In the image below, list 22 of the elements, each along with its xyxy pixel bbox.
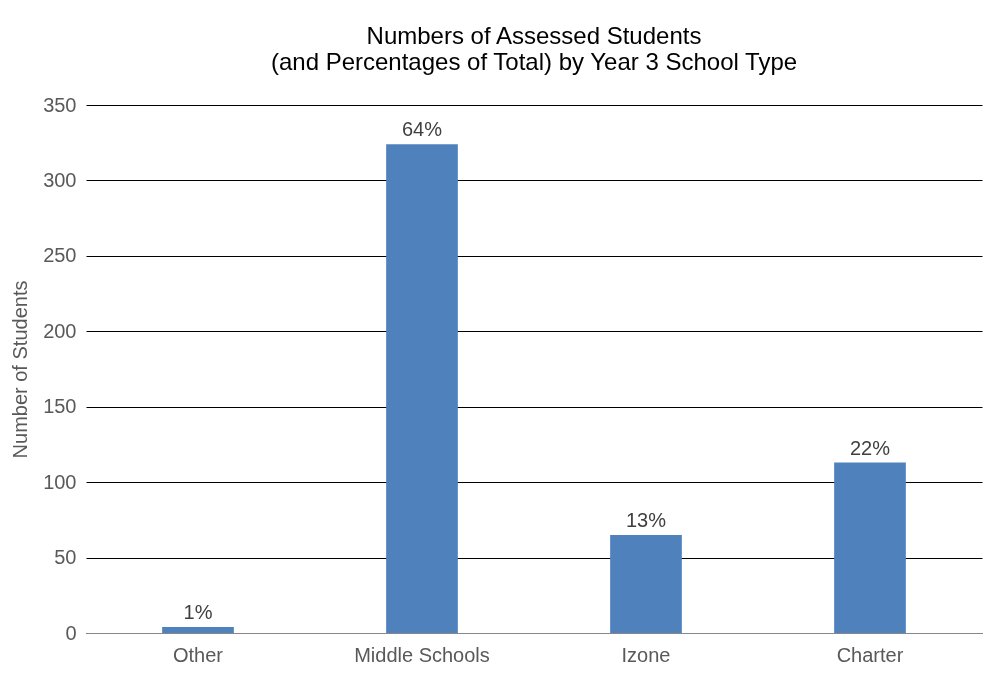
y-tick-label: 250 bbox=[43, 244, 77, 267]
y-tick-label: 350 bbox=[43, 93, 77, 116]
x-tick-label: Middle Schools bbox=[354, 643, 490, 666]
y-tick-label: 300 bbox=[43, 168, 77, 191]
bar bbox=[834, 462, 906, 633]
x-tick-label: Charter bbox=[836, 643, 904, 666]
y-tick-label: 200 bbox=[43, 319, 77, 342]
y-tick-label: 50 bbox=[54, 546, 77, 569]
bar bbox=[386, 144, 458, 633]
x-tick-label: Other bbox=[172, 643, 224, 666]
chart-title: Numbers of Assessed Students (and Percentages of Total) by Year 3 School Type bbox=[270, 22, 798, 75]
x-tick-label: Izone bbox=[621, 643, 671, 666]
bar bbox=[610, 534, 682, 633]
y-tick-label: 100 bbox=[43, 470, 77, 493]
annotation: 1% bbox=[183, 600, 213, 623]
bar bbox=[162, 626, 234, 633]
y-tick-label: 150 bbox=[43, 395, 77, 418]
annotation: 22% bbox=[849, 436, 891, 459]
y-axis-title: Number of Students bbox=[9, 280, 32, 459]
annotation: 64% bbox=[401, 118, 443, 141]
y-tick-label: 0 bbox=[65, 621, 77, 644]
annotation: 13% bbox=[625, 508, 667, 531]
